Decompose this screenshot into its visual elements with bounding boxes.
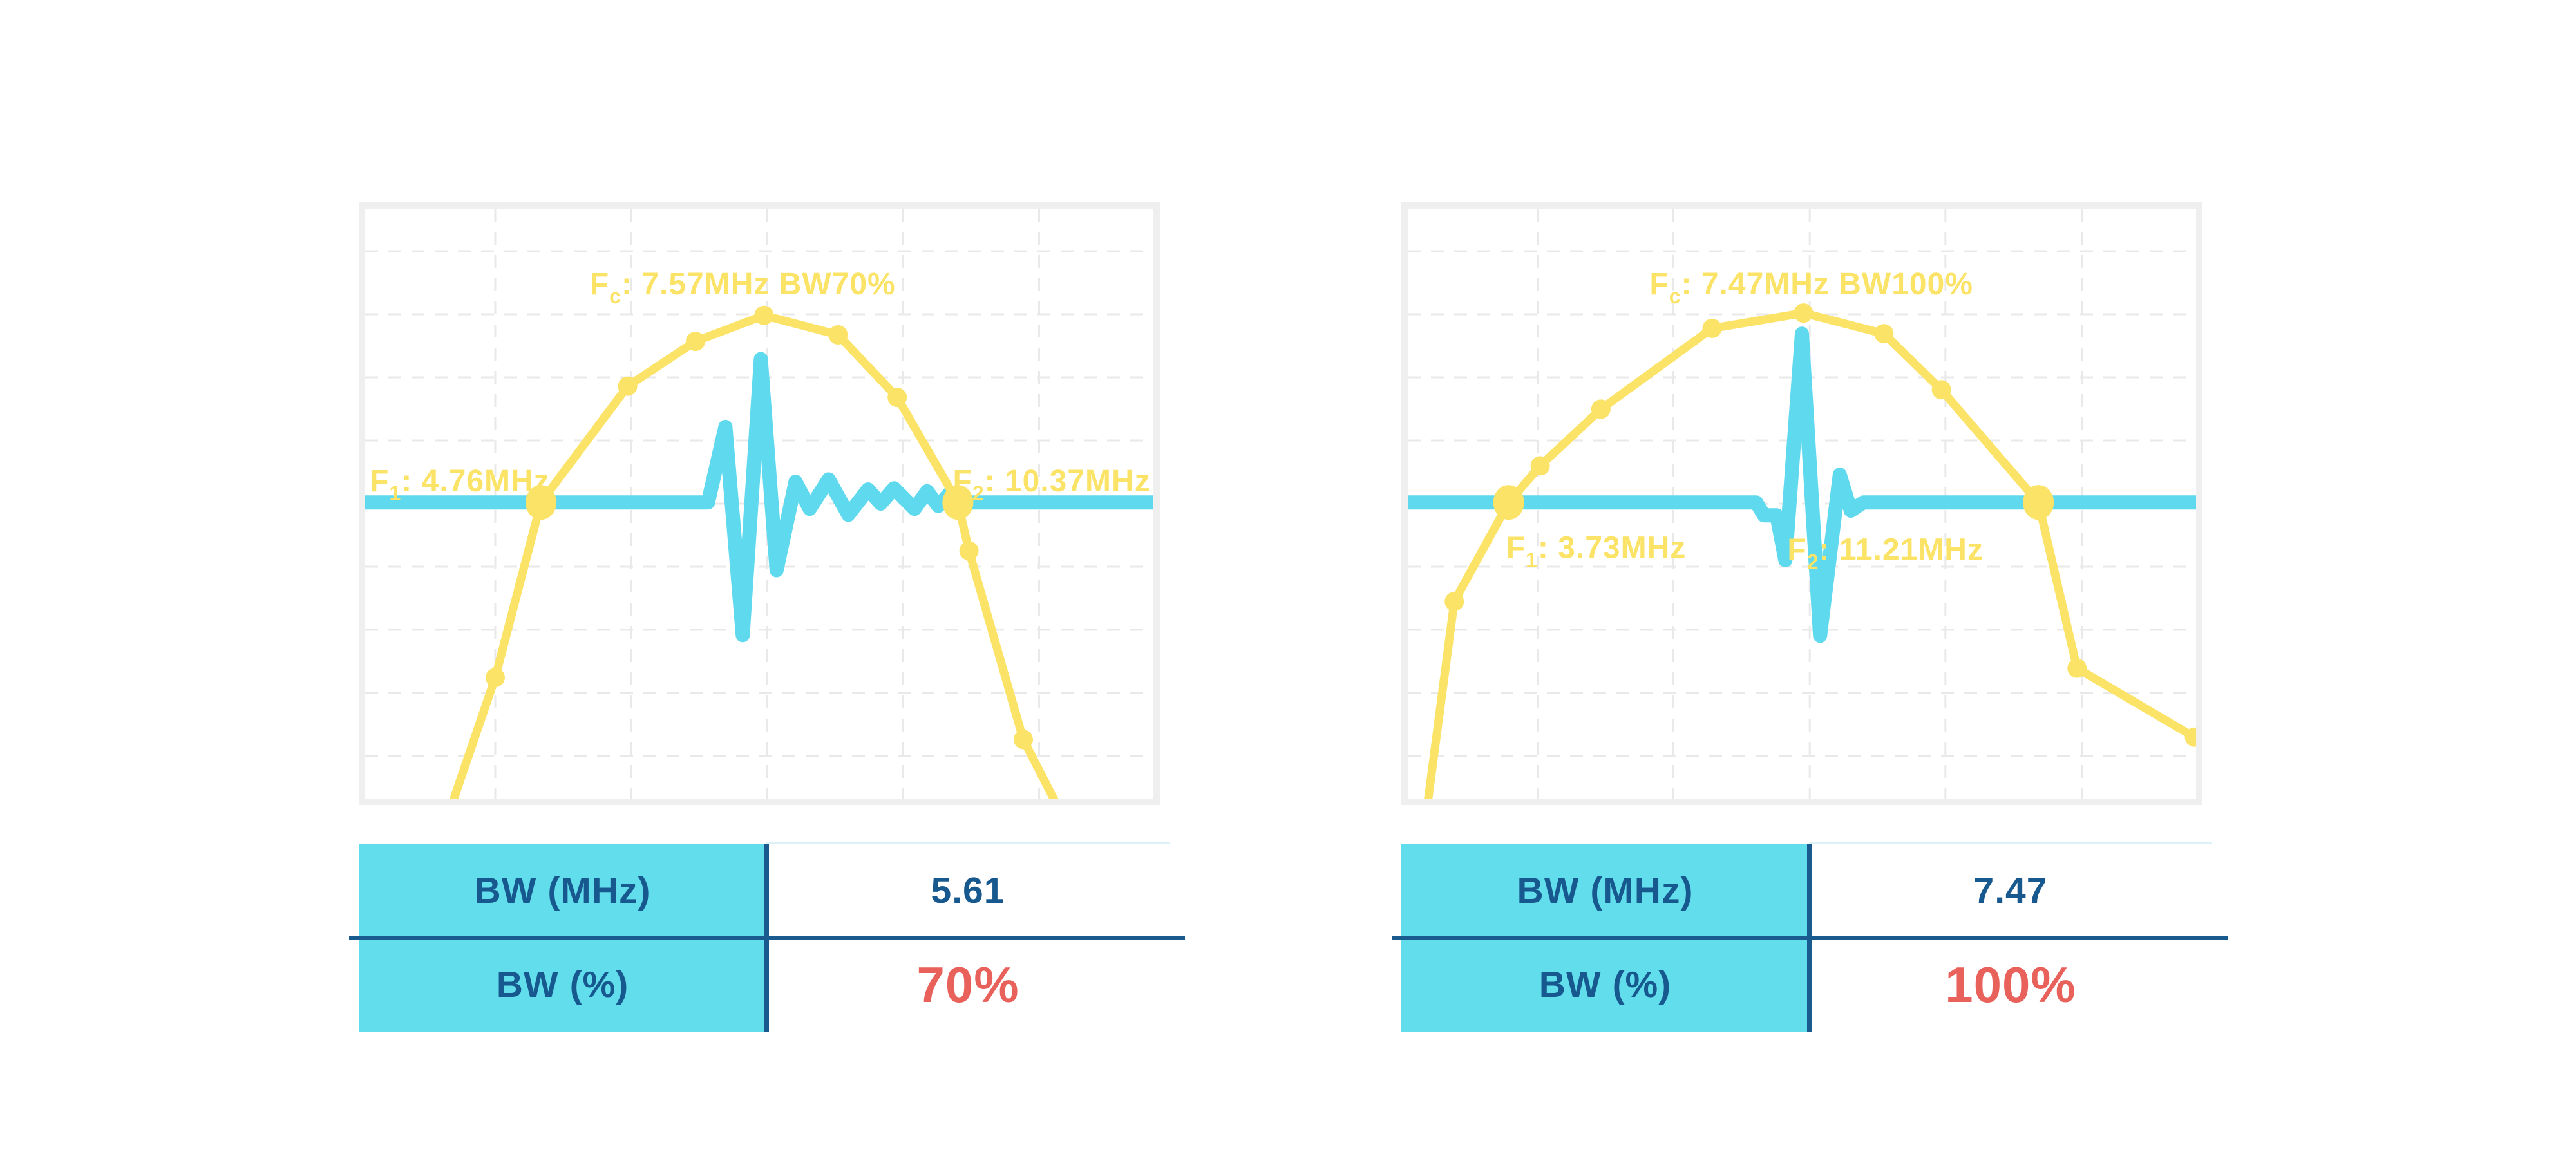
- table-top-border: [766, 842, 1170, 844]
- spectrum-line: [450, 311, 1059, 799]
- spectrum-chart-bw70: Fc: 7.57MHz BW70% F1: 4.76MHz F2: 10.37MHz: [365, 209, 1153, 799]
- f1-frequency-label: F1: 4.76MHz: [370, 464, 550, 505]
- spectrum-line: [1424, 308, 2196, 799]
- f1-frequency-label: F1: 3.73MHz: [1506, 531, 1687, 572]
- data-point-marker: [887, 388, 907, 408]
- data-point-marker: [2184, 727, 2196, 747]
- table-row-divider: [1392, 936, 2228, 940]
- f2-frequency-label: F2: 10.37MHz: [952, 464, 1150, 505]
- bw-mhz-label: BW (MHz): [474, 870, 651, 911]
- f2-frequency-label: F2: 11.21MHz: [1787, 533, 1984, 573]
- data-point-marker: [1874, 324, 1894, 344]
- data-point-marker: [1931, 380, 1951, 400]
- pulse-waveform-line: [365, 352, 1153, 643]
- bw-percent-label: BW (%): [1539, 964, 1672, 1005]
- bw-percent-value: 100%: [1945, 956, 2076, 1013]
- data-point-marker: [828, 325, 848, 345]
- bw-mhz-label: BW (MHz): [1517, 870, 1694, 911]
- bw-table-70: BW (MHz) 5.61 BW (%) 70%: [349, 842, 1185, 1032]
- data-point-marker: [618, 376, 638, 396]
- chart-panel-bw70: Fc: 7.57MHz BW70% F1: 4.76MHz F2: 10.37MHz: [359, 202, 1160, 805]
- bw-percent-value: 70%: [916, 956, 1019, 1013]
- data-point-marker: [1530, 456, 1550, 476]
- chart-panel-bw100: Fc: 7.47MHz BW100% F1: 3.73MHz F2: 11.21MH…: [1401, 202, 2202, 805]
- bw-percent-label: BW (%): [496, 964, 629, 1005]
- chart-title-fc-label: Fc: 7.57MHz BW70%: [590, 267, 896, 308]
- data-point-marker: [685, 332, 705, 352]
- data-point-marker: [486, 668, 505, 688]
- data-point-marker: [754, 305, 774, 325]
- bw-mhz-value: 5.61: [931, 870, 1005, 911]
- spectrum-chart-bw100: Fc: 7.47MHz BW100% F1: 3.73MHz F2: 11.21MH…: [1408, 209, 2196, 799]
- bw-mhz-value: 7.47: [1973, 870, 2048, 911]
- chart-title-fc-label: Fc: 7.47MHz BW100%: [1649, 267, 1973, 308]
- data-point-marker: [959, 541, 979, 561]
- data-point-marker: [2067, 658, 2087, 678]
- table-top-border: [1809, 842, 2212, 844]
- data-point-marker: [1591, 399, 1611, 419]
- bandwidth-edge-marker: [942, 485, 974, 520]
- table-row-divider: [349, 936, 1185, 940]
- data-point-marker: [1794, 303, 1814, 323]
- bandwidth-edge-marker: [1493, 485, 1524, 520]
- bandwidth-edge-marker: [2023, 485, 2054, 520]
- pulse-waveform-line: [1408, 326, 2196, 643]
- data-point-marker: [1702, 318, 1722, 338]
- bw-table-100: BW (MHz) 7.47 BW (%) 100%: [1392, 842, 2228, 1032]
- bandwidth-edge-marker: [526, 485, 556, 520]
- data-point-marker: [1014, 730, 1033, 750]
- data-point-marker: [1444, 592, 1464, 612]
